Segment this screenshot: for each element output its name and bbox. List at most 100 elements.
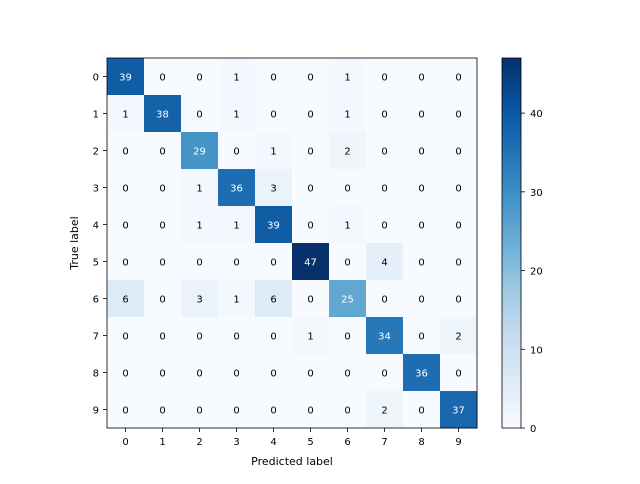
heatmap-cell-value: 0 (196, 369, 202, 380)
heatmap-cell-value: 0 (159, 73, 165, 84)
colorbar-tick-label: 20 (530, 267, 543, 278)
heatmap-cell (255, 95, 293, 133)
heatmap-cell-value: 0 (455, 184, 461, 195)
heatmap-cell (440, 280, 478, 318)
heatmap-cell-value: 39 (267, 221, 280, 232)
heatmap-cell (292, 280, 330, 318)
heatmap-cell-value: 1 (122, 110, 128, 121)
heatmap-cell (292, 58, 330, 96)
y-tick-label: 1 (93, 110, 99, 121)
heatmap-cell (144, 206, 182, 244)
heatmap-cell (403, 95, 441, 133)
x-tick-label: 9 (455, 437, 461, 448)
heatmap-cell-value: 0 (270, 369, 276, 380)
heatmap-cell (107, 391, 145, 429)
heatmap-cell (366, 58, 404, 96)
heatmap-cell (440, 58, 478, 96)
heatmap-cell-value: 0 (307, 221, 313, 232)
heatmap-cell-value: 0 (122, 406, 128, 417)
x-tick-label: 1 (159, 437, 165, 448)
heatmap-cell-value: 1 (233, 221, 239, 232)
heatmap-cell-value: 0 (159, 295, 165, 306)
heatmap-cell (181, 243, 219, 281)
heatmap-cell-value: 34 (378, 332, 391, 343)
heatmap-cell (181, 169, 219, 207)
heatmap-cell-value: 0 (455, 221, 461, 232)
heatmap-cell (403, 169, 441, 207)
heatmap-cell-value: 0 (418, 110, 424, 121)
heatmap-cell-value: 1 (233, 110, 239, 121)
heatmap-cell-value: 38 (156, 110, 169, 121)
heatmap-cell-value: 0 (159, 221, 165, 232)
heatmap-cell (403, 206, 441, 244)
colorbar-tick-label: 0 (530, 424, 536, 435)
heatmap-cell-value: 0 (418, 406, 424, 417)
heatmap-cell-value: 0 (270, 110, 276, 121)
heatmap-cell-value: 3 (270, 184, 276, 195)
heatmap-cell-value: 0 (159, 147, 165, 158)
x-tick-label: 3 (233, 437, 239, 448)
heatmap-cell-value: 0 (381, 295, 387, 306)
heatmap-cell-value: 1 (344, 221, 350, 232)
heatmap-cell-value: 0 (196, 258, 202, 269)
heatmap-cell (107, 132, 145, 170)
heatmap-cell (144, 354, 182, 392)
heatmap-cell (181, 58, 219, 96)
y-tick-label: 8 (93, 369, 99, 380)
heatmap-cell (255, 243, 293, 281)
heatmap-cell-value: 0 (307, 406, 313, 417)
heatmap-cell (403, 132, 441, 170)
heatmap-cell (181, 354, 219, 392)
heatmap-cell-value: 0 (122, 332, 128, 343)
heatmap-cell (292, 95, 330, 133)
heatmap-cell-value: 0 (455, 147, 461, 158)
plot-frame (106, 57, 478, 429)
heatmap-cell (329, 391, 367, 429)
heatmap-cell (292, 354, 330, 392)
heatmap-cell (181, 206, 219, 244)
heatmap-cell-value: 0 (381, 147, 387, 158)
heatmap-cell (292, 317, 330, 355)
heatmap-cell-value: 0 (270, 73, 276, 84)
heatmap-cell-value: 1 (196, 221, 202, 232)
x-tick-label: 2 (196, 437, 202, 448)
heatmap-cell-value: 0 (159, 184, 165, 195)
heatmap-cell-value: 0 (122, 184, 128, 195)
heatmap-cell-value: 37 (452, 406, 465, 417)
heatmap-cell-value: 0 (122, 221, 128, 232)
heatmap-cell-value: 0 (344, 258, 350, 269)
heatmap-cell (255, 391, 293, 429)
heatmap-cell-value: 0 (418, 221, 424, 232)
heatmap-cell (440, 354, 478, 392)
y-tick-label: 7 (93, 332, 99, 343)
heatmap-cell (144, 391, 182, 429)
heatmap-cell-value: 25 (341, 295, 354, 306)
y-tick-label: 2 (93, 147, 99, 158)
heatmap-cell-value: 36 (415, 369, 428, 380)
heatmap-cell-value: 0 (196, 332, 202, 343)
heatmap-cell-value: 0 (233, 258, 239, 269)
heatmap-cell (181, 95, 219, 133)
heatmap-cell (329, 169, 367, 207)
heatmap-cell (329, 243, 367, 281)
heatmap-cell (144, 58, 182, 96)
heatmap-cell (107, 58, 145, 96)
heatmap-cell (329, 280, 367, 318)
colorbar: 0 10 20 30 40 (501, 57, 543, 435)
heatmap-cell-value: 0 (196, 73, 202, 84)
heatmap-cell (440, 317, 478, 355)
heatmap-cell (107, 317, 145, 355)
heatmap-cell-value: 0 (159, 258, 165, 269)
heatmap-cell-value: 0 (381, 110, 387, 121)
heatmap-cell (107, 206, 145, 244)
x-tick-label: 0 (122, 437, 128, 448)
heatmap-cell-value: 0 (196, 110, 202, 121)
heatmap-cell-value: 0 (233, 332, 239, 343)
heatmap-cell (329, 132, 367, 170)
heatmap-cell-value: 0 (233, 406, 239, 417)
heatmap-cell (403, 391, 441, 429)
heatmap-cell (329, 354, 367, 392)
heatmap-cell-value: 0 (122, 369, 128, 380)
heatmap-cell (366, 317, 404, 355)
heatmap-cell-value: 0 (233, 369, 239, 380)
